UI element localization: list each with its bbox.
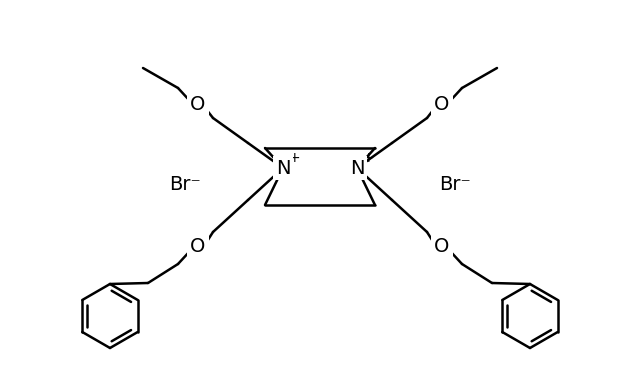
Text: N: N (276, 159, 291, 178)
Text: Br⁻: Br⁻ (439, 175, 471, 195)
Text: Br⁻: Br⁻ (169, 175, 201, 195)
Text: O: O (190, 95, 205, 115)
Text: O: O (435, 95, 450, 115)
Text: O: O (435, 237, 450, 257)
Text: +: + (288, 151, 300, 165)
Text: N: N (349, 159, 364, 178)
Text: +: + (362, 151, 374, 165)
Text: O: O (190, 237, 205, 257)
